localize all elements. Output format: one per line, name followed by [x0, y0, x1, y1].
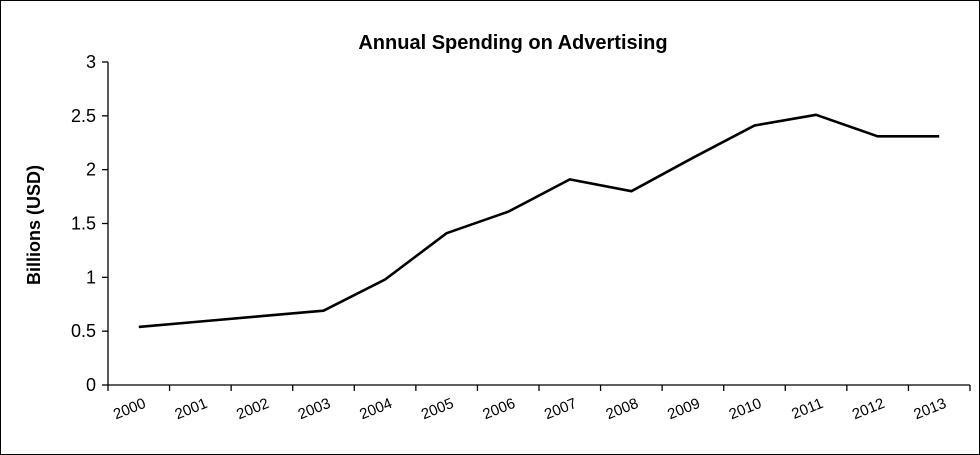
y-tick-label: 3: [86, 52, 96, 72]
x-tick-label: 2009: [665, 395, 702, 423]
x-tick-label: 2002: [234, 395, 271, 423]
x-tick-label: 2010: [727, 395, 764, 423]
x-tick-label: 2000: [111, 395, 148, 423]
y-tick-label: 1.5: [71, 214, 96, 234]
y-axis-label: Billions (USD): [24, 165, 44, 285]
x-tick-label: 2004: [357, 395, 394, 423]
x-tick-label: 2012: [850, 395, 887, 423]
x-tick-label: 2007: [542, 395, 579, 423]
y-tick-label: 1: [86, 267, 96, 287]
x-tick-label: 2001: [173, 395, 210, 423]
x-tick-label: 2003: [296, 395, 333, 423]
y-tick-label: 2.5: [71, 106, 96, 126]
y-tick-label: 2: [86, 160, 96, 180]
x-tick-label: 2011: [789, 395, 825, 423]
chart-title: Annual Spending on Advertising: [358, 32, 667, 54]
y-tick-label: 0.5: [71, 321, 96, 341]
y-ticks: 0 0.5 1 1.5 2 2.5 3: [71, 52, 108, 395]
x-tick-label: 2006: [480, 395, 517, 423]
y-tick-label: 0: [86, 375, 96, 395]
x-tick-label: 2008: [604, 395, 641, 423]
series-line: [138, 113, 940, 329]
x-tick-label: 2005: [419, 395, 456, 423]
x-tick-label: 2013: [911, 395, 948, 423]
x-ticks: 2000 2001 2002 2003 2004 2005 2006 2007 2008 2009…: [107, 385, 971, 423]
